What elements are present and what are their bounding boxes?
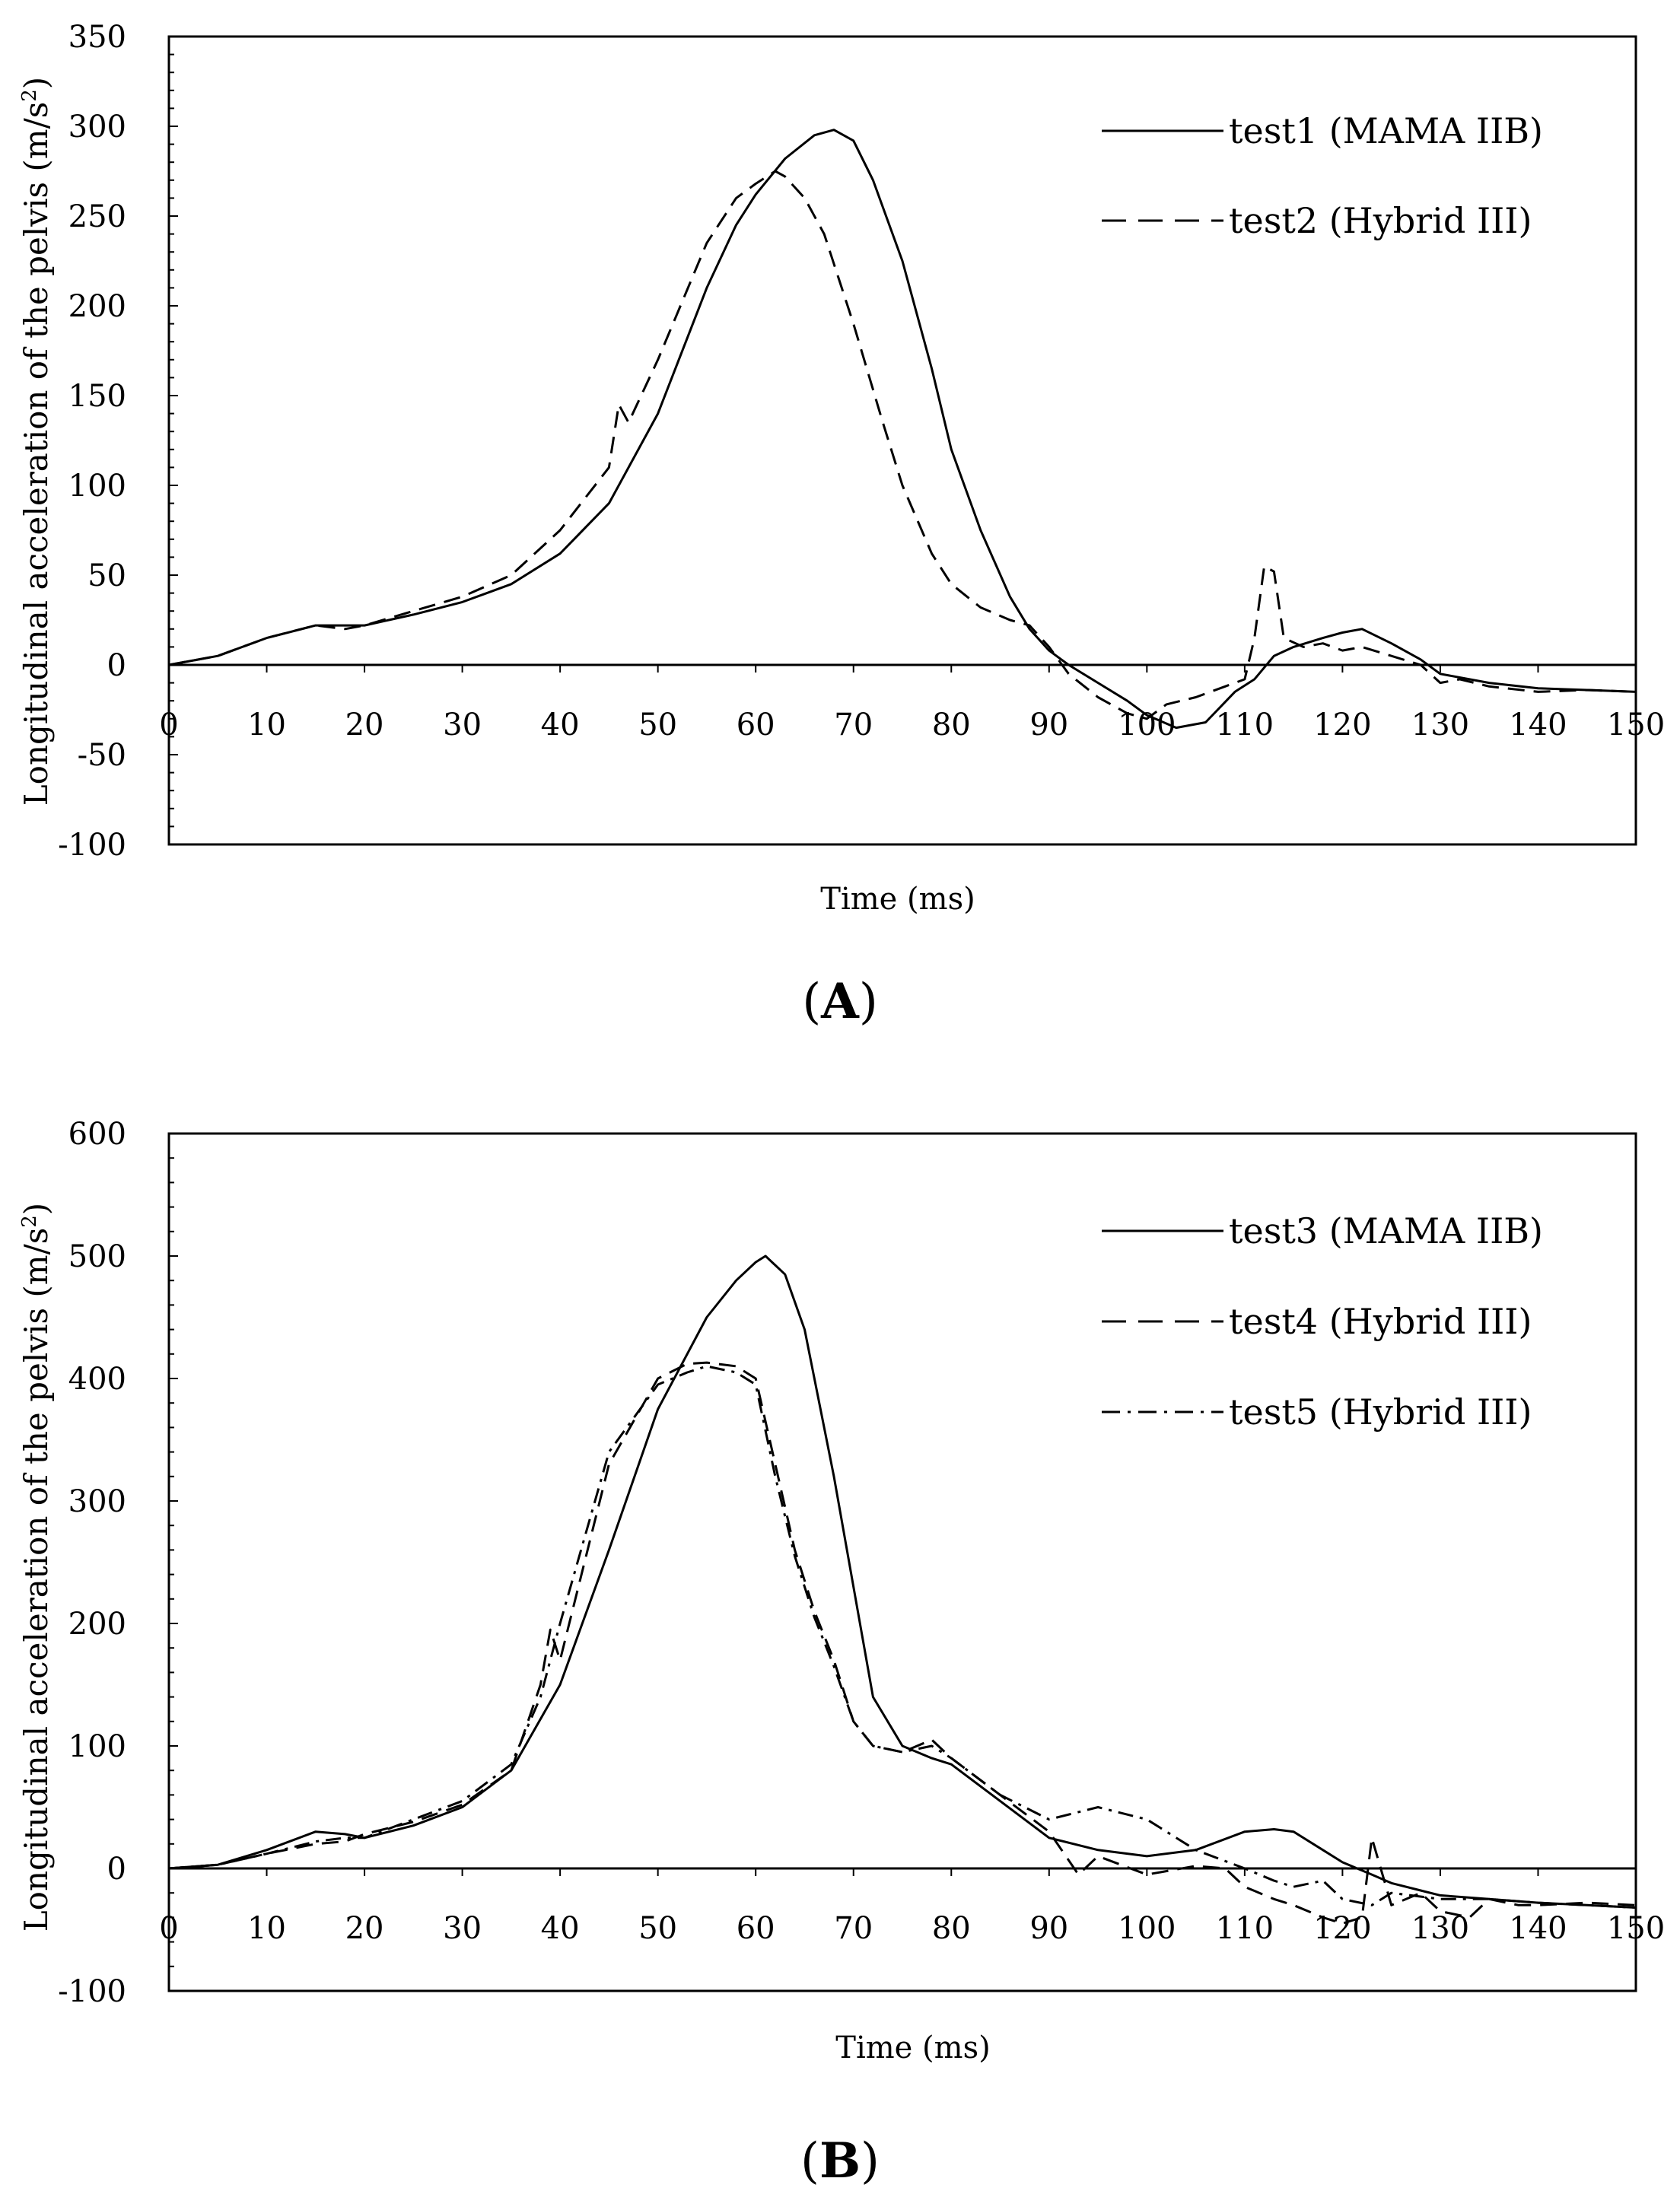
x-tick-label: 20 [345,708,384,742]
x-tick-label: 30 [443,708,482,742]
x-tick-label: 0 [159,708,178,742]
x-tick-label: 50 [638,1911,677,1946]
x-tick-label: 80 [932,1911,971,1946]
y-tick-label: 0 [107,648,126,683]
legend-label: test2 (Hybrid III) [1229,200,1532,241]
plot-frame [167,1132,1637,1992]
y-tick-label: -50 [78,738,126,773]
y-axis-label: Longitudinal acceleration of the pelvis … [18,1203,55,1932]
y-tick-label: 300 [68,1484,126,1519]
legend-label: test1 (MAMA IIB) [1229,110,1543,151]
y-axis-label: Longitudinal acceleration of the pelvis … [18,77,55,806]
y-tick-label: 350 [68,20,126,55]
x-tick-label: 10 [247,1911,286,1946]
panel-label: (A) [802,973,878,1030]
x-tick-label: 120 [1313,708,1371,742]
x-tick-label: 110 [1216,708,1274,742]
y-axis-ticks: -100 0 100 200 300 400 500 600 [58,1117,178,2009]
x-tick-label: 90 [1029,708,1068,742]
y-tick-label: 300 [68,110,126,145]
y-tick-label: 100 [68,469,126,504]
y-axis-ticks: -100 -50 0 50 100 150 200 250 300 350 [58,20,178,863]
chart-panel-a: -100 -50 0 50 100 150 200 250 300 350 0 10 20 30 40 50… [18,20,1665,1030]
x-tick-label: 140 [1509,1911,1567,1946]
y-tick-label: 50 [88,558,126,593]
y-tick-label: 100 [68,1729,126,1764]
series-layer [168,129,1637,730]
x-axis-ticks: 0 10 20 30 40 50 60 70 80 90 100 110 120 130 140 150 [159,665,1665,742]
y-tick-label: 400 [68,1362,126,1397]
chart-panel-b: -100 0 100 200 300 400 500 600 0 10 20 30 40 50 60 70 8… [18,1117,1665,2189]
x-axis-label: Time (ms) [820,882,975,917]
y-tick-label: 150 [68,379,126,414]
legend: test1 (MAMA IIB) test2 (Hybrid III) [1102,110,1543,241]
x-tick-label: 70 [834,708,873,742]
x-tick-label: 40 [541,708,580,742]
x-tick-label: 60 [737,1911,775,1946]
x-tick-label: 140 [1509,708,1567,742]
x-tick-label: 90 [1029,1911,1068,1946]
y-tick-label: -100 [58,1974,126,2009]
x-tick-label: 150 [1607,708,1665,742]
panel-label: (B) [800,2132,880,2189]
x-tick-label: 130 [1411,1911,1469,1946]
series-layer [168,1254,1637,1925]
x-tick-label: 80 [932,708,971,742]
series-line-dashed [168,1361,1637,1925]
x-axis-label: Time (ms) [835,2030,990,2065]
plot-frame [167,35,1637,846]
series-line-solid [168,129,1637,730]
y-tick-label: 200 [68,1607,126,1642]
x-tick-label: 30 [443,1911,482,1946]
series-line-dashdot [168,1365,1637,1909]
x-tick-label: 10 [247,708,286,742]
y-tick-label: 200 [68,289,126,324]
x-tick-label: 130 [1411,708,1469,742]
legend-label: test3 (MAMA IIB) [1229,1210,1543,1251]
x-axis-ticks: 0 10 20 30 40 50 60 70 80 90 100 110 120 130 140 150 [159,1868,1665,1946]
y-tick-label: -100 [58,828,126,863]
y-tick-label: 250 [68,199,126,234]
legend-label: test4 (Hybrid III) [1229,1301,1532,1342]
x-tick-label: 0 [159,1911,178,1946]
x-tick-label: 60 [737,708,775,742]
series-line-solid [168,1254,1637,1909]
y-tick-label: 500 [68,1239,126,1274]
x-tick-label: 110 [1216,1911,1274,1946]
x-tick-label: 70 [834,1911,873,1946]
y-tick-label: 0 [107,1852,126,1887]
y-tick-label: 600 [68,1117,126,1152]
x-tick-label: 50 [638,708,677,742]
legend-label: test5 (Hybrid III) [1229,1391,1532,1433]
x-tick-label: 40 [541,1911,580,1946]
legend: test3 (MAMA IIB) test4 (Hybrid III) test… [1102,1210,1543,1433]
x-tick-label: 100 [1118,1911,1176,1946]
x-tick-label: 150 [1607,1911,1665,1946]
x-tick-label: 20 [345,1911,384,1946]
series-line-dashed [168,170,1637,720]
